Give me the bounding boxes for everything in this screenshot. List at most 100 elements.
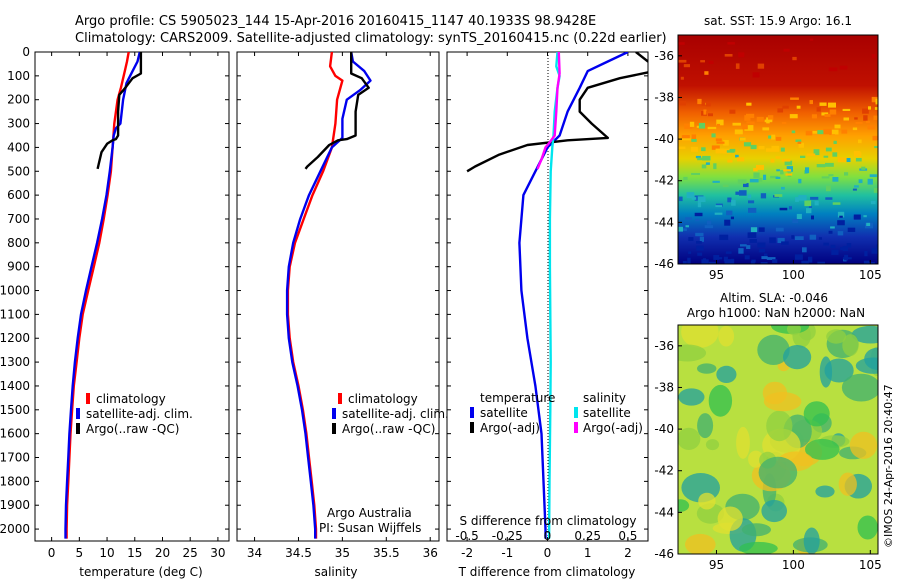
sst-cell [785,173,793,176]
sst-cell [714,212,723,215]
salinity-lines [285,52,372,539]
sst-cell [843,117,849,121]
sst-cell [777,237,785,243]
sla-cell [803,527,820,554]
map-y-tick-label: -42 [654,464,674,478]
sst-cell [727,259,732,264]
x-tick-label: 36 [423,546,438,560]
depth-tick-label: 500 [7,164,30,178]
x-tick-label: 10 [99,546,114,560]
sst-cell [748,207,757,213]
sst-cell [863,260,870,264]
sst-cell [735,154,739,158]
sst-map-frame [677,34,879,265]
sst-cell [706,220,712,225]
sla-cell [741,523,772,537]
x-tick-label: 5 [76,546,84,560]
sla-cell [826,329,847,344]
difference-ticks: -2 -1 0 1 2 [447,51,648,560]
sst-cell [697,157,705,161]
map-x-tick-label: 95 [709,268,724,282]
sst-cell [798,142,804,148]
sst-cell [837,220,845,226]
sla-cell [748,450,764,468]
sst-cell [833,140,837,144]
sst-cell [696,241,702,244]
sst-cell [781,186,785,190]
sst-cell [777,108,784,113]
sst-cell [707,126,717,130]
x-tick-label: 35 [335,546,350,560]
temperature-lines [64,52,143,539]
sst-cell [782,105,789,109]
sla-cell [838,472,857,496]
sst-cell [798,195,807,201]
x-tick-label: 15 [127,546,142,560]
sst-cell [868,106,871,110]
legend-label-satellite: satellite-adj. clim. [342,407,449,421]
sst-cell [697,202,702,208]
sst-cell [724,219,731,226]
depth-tick-labels: 0 100 200 300 400 500 600 700 800 900 1000 1100 1200… [0,45,30,536]
sst-cell [729,109,736,114]
sst-cell [711,145,720,150]
depth-tick-label: 1600 [0,427,30,441]
map-y-tick-label: -40 [654,422,674,436]
depth-tick-label: 100 [7,69,30,83]
sst-cell [809,234,817,240]
sst-cell [847,227,856,232]
sst-cell [738,248,744,254]
sst-cell [817,261,825,264]
legend-swatch-climatology [86,393,90,404]
sla-cell [678,427,701,450]
map-y-tick-label: -36 [654,339,674,353]
sst-cell [700,60,705,63]
sst-cell [686,192,695,199]
sst-cell [842,257,852,260]
sst-cell [691,173,700,175]
sla-map-title: Altim. SLA: -0.046 [720,291,828,305]
sst-cell [834,124,841,129]
sst-cell [871,248,878,254]
sst-cell [868,262,875,264]
sst-cell [682,260,687,264]
sst-cell [830,244,836,249]
sst-cell [842,108,851,111]
sst-cell [770,175,779,179]
sst-heatmap-cells [678,38,878,264]
sst-cell [696,245,704,251]
sst-cell [719,234,729,241]
sst-cell [698,122,706,129]
sst-cell [757,63,765,69]
header-line2: Climatology: CARS2009. Satellite-adjuste… [75,31,667,46]
x-tick-label: 0 [544,546,552,560]
sla-cell [678,344,707,362]
sst-cell [750,121,755,125]
temperature-xlabel: temperature (deg C) [79,565,202,579]
sst-cell [694,212,703,217]
sst-cell [678,146,686,149]
sst-cell [764,253,768,256]
sst-cell [823,155,829,158]
sst-map-title: sat. SST: 15.9 Argo: 16.1 [704,14,852,28]
sst-cell [762,127,770,131]
x-tick-label: 25 [183,546,198,560]
legend-label-satellite: satellite-adj. clim. [86,407,193,421]
sst-cell [825,197,833,200]
series-line-temperature-satellite [518,52,629,539]
sst-cell [781,122,787,125]
sst-cell [738,52,745,58]
sst-cell [832,152,838,157]
legend-swatch-temp-satellite [470,407,474,418]
depth-tick-label: 900 [7,260,30,274]
sst-cell [861,166,866,170]
salinity-xlabel: salinity [314,565,357,579]
depth-tick-label: 1200 [0,331,30,345]
sst-cell [858,139,862,144]
legend-label-temp-argo: Argo(-adj) [480,421,540,435]
sst-cell [752,72,760,78]
sst-cell [731,199,736,206]
sla-cell [681,325,719,348]
difference-xlabel: T difference from climatology [458,565,636,579]
